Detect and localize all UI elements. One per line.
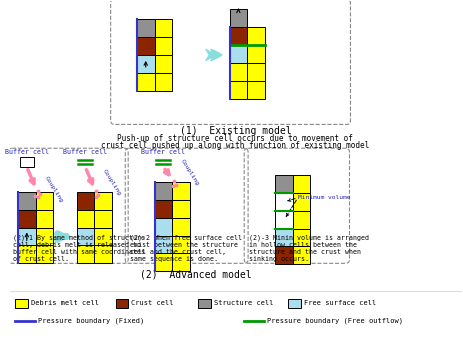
- Text: Minimum volume: Minimum volume: [298, 195, 350, 201]
- Text: Crust cell: Crust cell: [131, 300, 174, 306]
- Text: Buffer cell: Buffer cell: [63, 149, 107, 155]
- Bar: [293, 211, 311, 229]
- Bar: [94, 245, 112, 263]
- Bar: [198, 299, 211, 308]
- Bar: [172, 253, 190, 271]
- Bar: [94, 228, 112, 245]
- Bar: [76, 192, 94, 210]
- Bar: [137, 73, 155, 91]
- Bar: [36, 192, 53, 210]
- Text: Structure cell: Structure cell: [214, 300, 274, 306]
- Bar: [172, 235, 190, 253]
- Text: (1)  Existing model: (1) Existing model: [180, 126, 291, 136]
- Bar: [115, 299, 128, 308]
- Bar: [155, 73, 172, 91]
- Bar: [230, 9, 247, 27]
- Bar: [137, 19, 155, 37]
- Text: Coupling: Coupling: [44, 175, 63, 203]
- Bar: [155, 218, 172, 235]
- Bar: [18, 228, 36, 245]
- Bar: [247, 63, 265, 81]
- Text: Buffer cell: Buffer cell: [5, 149, 49, 155]
- Bar: [155, 37, 172, 55]
- Bar: [20, 157, 34, 167]
- Bar: [230, 27, 247, 45]
- Bar: [293, 229, 311, 246]
- Text: (2)-3 Minin volume is arranged
in hollow cells between the
structure and the cru: (2)-3 Minin volume is arranged in hollow…: [249, 235, 369, 262]
- Bar: [76, 245, 94, 263]
- Bar: [94, 210, 112, 228]
- Text: Push-up of structure cell occurs due to movement of: Push-up of structure cell occurs due to …: [118, 134, 353, 143]
- Bar: [275, 175, 293, 193]
- Bar: [172, 200, 190, 218]
- Bar: [172, 182, 190, 200]
- Bar: [247, 45, 265, 63]
- Bar: [18, 245, 36, 263]
- Bar: [36, 245, 53, 263]
- Bar: [293, 175, 311, 193]
- Bar: [247, 81, 265, 98]
- Bar: [76, 210, 94, 228]
- Text: (2)-1 By same method of structure
cell, debris melt is released to
buffer cell w: (2)-1 By same method of structure cell, …: [13, 235, 145, 262]
- Text: Buffer cell: Buffer cell: [141, 149, 185, 155]
- Bar: [230, 81, 247, 98]
- Bar: [293, 246, 311, 264]
- Bar: [18, 192, 36, 210]
- Bar: [275, 246, 293, 264]
- Text: Debris melt cell: Debris melt cell: [31, 300, 99, 306]
- Text: Coupling: Coupling: [102, 168, 122, 196]
- Bar: [172, 218, 190, 235]
- Bar: [137, 55, 155, 73]
- Bar: [230, 45, 247, 63]
- Bar: [155, 235, 172, 253]
- Bar: [155, 200, 172, 218]
- Bar: [275, 229, 293, 246]
- Bar: [18, 210, 36, 228]
- Text: (2)-2 When free surface cell
exist between the structure
cell and the crust cell: (2)-2 When free surface cell exist betwe…: [130, 235, 242, 262]
- Text: crust cell pushed up along with function of existing model: crust cell pushed up along with function…: [101, 141, 369, 150]
- Bar: [94, 192, 112, 210]
- Text: Pressure boundary (Fixed): Pressure boundary (Fixed): [38, 318, 144, 324]
- Bar: [288, 299, 301, 308]
- Bar: [15, 299, 28, 308]
- Text: (2)  Advanced model: (2) Advanced model: [140, 269, 251, 279]
- Bar: [155, 55, 172, 73]
- Bar: [155, 182, 172, 200]
- Bar: [230, 63, 247, 81]
- Bar: [155, 19, 172, 37]
- Text: Pressure boundary (Free outflow): Pressure boundary (Free outflow): [267, 318, 403, 324]
- Bar: [76, 228, 94, 245]
- Bar: [247, 27, 265, 45]
- Bar: [275, 211, 293, 229]
- Bar: [275, 193, 293, 211]
- Bar: [36, 210, 53, 228]
- Text: Coupling: Coupling: [180, 158, 200, 186]
- Bar: [137, 37, 155, 55]
- Bar: [293, 193, 311, 211]
- Text: Free surface cell: Free surface cell: [304, 300, 376, 306]
- Bar: [36, 228, 53, 245]
- Bar: [155, 253, 172, 271]
